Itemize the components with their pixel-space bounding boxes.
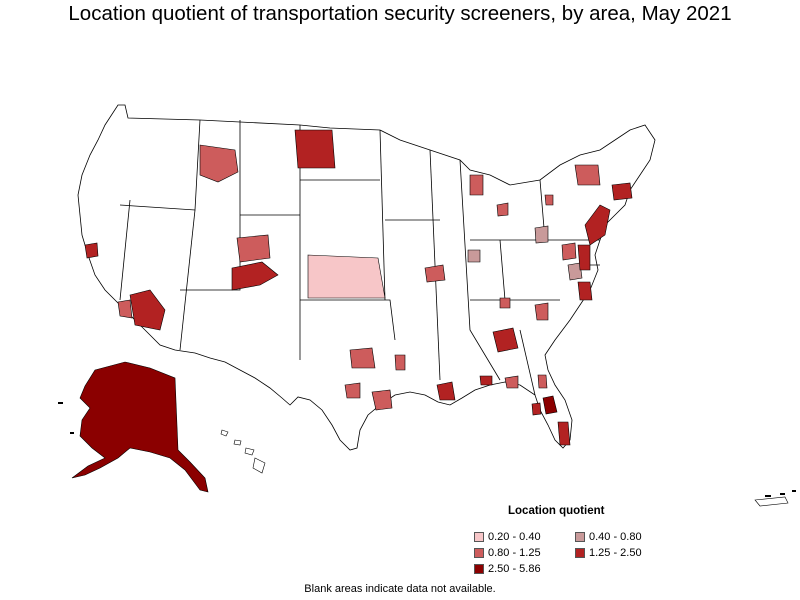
metro-lq-1.25-2.50 — [611, 182, 633, 201]
metro-lq-0.40-0.80 — [467, 249, 481, 263]
metro-lq-0.80-1.25 — [371, 389, 393, 411]
metro-lq-0.80-1.25 — [496, 202, 509, 217]
metro-lq-1.25-2.50 — [584, 204, 611, 246]
legend-label: 0.40 - 0.80 — [589, 531, 642, 543]
puerto-rico — [754, 496, 789, 507]
legend-label: 0.20 - 0.40 — [488, 531, 541, 543]
metro-lq-0.40-0.80 — [567, 262, 583, 281]
legend-swatch — [575, 532, 585, 542]
metro-lq-0.20-0.40 — [307, 254, 386, 299]
metro-lq-1.25-2.50 — [531, 402, 542, 416]
metro-lq-0.80-1.25 — [504, 375, 519, 389]
metro-lq-0.80-1.25 — [349, 347, 376, 369]
legend-item: 1.25 - 2.50 — [575, 547, 642, 559]
metro-lq-0.80-1.25 — [561, 242, 577, 261]
metro-lq-1.25-2.50 — [231, 261, 279, 291]
metro-lq-1.25-2.50 — [479, 375, 493, 386]
metro-lq-0.80-1.25 — [394, 354, 406, 371]
metro-lq-0.80-1.25 — [344, 382, 361, 399]
metro-lq-0.80-1.25 — [117, 299, 133, 319]
legend-swatch — [575, 548, 585, 558]
metro-lq-1.25-2.50 — [492, 327, 519, 353]
metro-lq-1.25-2.50 — [294, 129, 336, 169]
metro-lq-0.80-1.25 — [574, 164, 601, 186]
legend-swatch — [474, 564, 484, 574]
legend-item: 0.80 - 1.25 — [474, 547, 541, 559]
legend-swatch — [474, 548, 484, 558]
metro-lq-0.80-1.25 — [199, 144, 239, 183]
legend-label: 0.80 - 1.25 — [488, 547, 541, 559]
legend-label: 1.25 - 2.50 — [589, 547, 642, 559]
small-islands — [58, 402, 796, 497]
metro-lq-0.80-1.25 — [544, 194, 554, 206]
metro-lq-1.25-2.50 — [557, 421, 571, 446]
metro-lq-1.25-2.50 — [84, 242, 99, 259]
legend-item: 0.40 - 0.80 — [575, 531, 642, 543]
metro-lq-0.80-1.25 — [534, 302, 549, 321]
metro-lq-1.25-2.50 — [436, 381, 456, 401]
metro-lq-0.80-1.25 — [469, 174, 484, 196]
legend-label: 2.50 - 5.86 — [488, 563, 541, 575]
metro-lq-1.25-2.50 — [577, 244, 591, 271]
alaska-region — [71, 361, 209, 493]
metro-lq-0.80-1.25 — [424, 264, 446, 283]
metro-lq-1.25-2.50 — [577, 281, 593, 301]
metro-lq-0.80-1.25 — [537, 374, 548, 389]
hawaii-islands — [220, 429, 266, 474]
legend-item: 2.50 - 5.86 — [474, 563, 541, 575]
metro-lq-0.40-0.80 — [534, 225, 549, 244]
metro-lq-8.50-5.86 — [542, 395, 558, 415]
metro-lq-0.80-1.25 — [499, 297, 511, 309]
legend-item: 0.20 - 0.40 — [474, 531, 541, 543]
metro-lq-1.25-2.50 — [129, 289, 166, 331]
legend-swatch — [474, 532, 484, 542]
legend-title: Location quotient — [508, 505, 605, 517]
map-title: Location quotient of transportation secu… — [68, 2, 732, 25]
footnote: Blank areas indicate data not available. — [304, 583, 496, 595]
metro-lq-0.80-1.25 — [236, 234, 271, 263]
